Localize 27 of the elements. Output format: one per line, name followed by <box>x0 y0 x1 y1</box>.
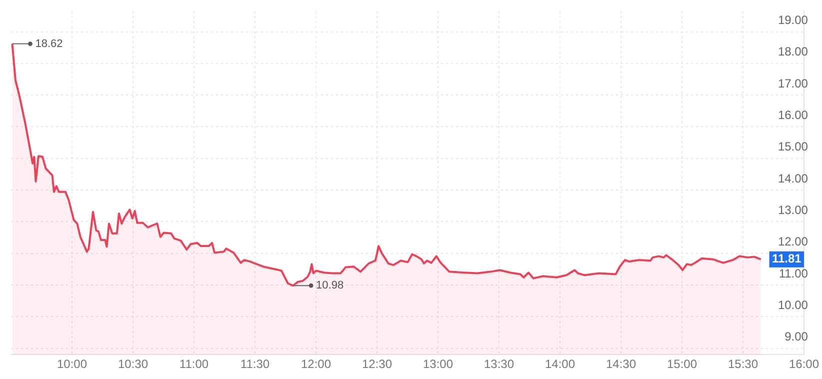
y-tick-label: 12.00 <box>778 234 808 249</box>
x-tick-label: 10:00 <box>56 357 88 372</box>
x-tick-label: 15:00 <box>666 357 698 372</box>
x-tick-label: 14:30 <box>606 357 636 372</box>
y-tick-label: 15.00 <box>778 140 808 154</box>
x-tick-label: 11:00 <box>179 357 209 372</box>
y-tick-label: 11.00 <box>778 266 808 280</box>
x-tick-label: 15:30 <box>728 357 758 372</box>
x-tick-label: 14:00 <box>544 357 576 372</box>
x-tick-label: 11:30 <box>240 357 270 372</box>
x-tick-label: 13:00 <box>422 357 454 372</box>
y-tick-label: 18.00 <box>778 44 808 59</box>
y-tick-label: 9.00 <box>784 330 808 344</box>
y-tick-label: 14.00 <box>778 171 808 186</box>
x-tick-label: 12:30 <box>362 357 392 372</box>
y-tick-label: 19.00 <box>778 13 808 28</box>
y-tick-label: 10.00 <box>778 298 808 312</box>
annotation: 18.62 <box>35 38 63 50</box>
y-tick-label: 17.00 <box>778 76 808 90</box>
y-tick-label: 13.00 <box>778 202 808 217</box>
x-tick-label: 10:30 <box>118 357 148 372</box>
y-tick-label: 16.00 <box>778 108 808 122</box>
x-tick-label: 12:00 <box>300 357 332 372</box>
x-tick-label: 13:30 <box>484 357 514 372</box>
annotation: 10.98 <box>316 280 344 292</box>
x-tick-label: 16:00 <box>788 357 820 372</box>
annotation: 11.81 <box>772 252 802 266</box>
